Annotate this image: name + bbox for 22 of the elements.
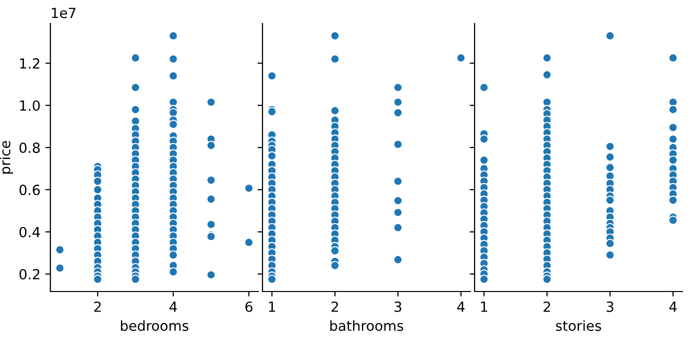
y-axis-title: price <box>0 141 14 174</box>
y-tick-label: 1.2 <box>20 58 40 68</box>
x-tick-label: 2 <box>94 301 101 312</box>
x-tick-label: 4 <box>170 302 177 312</box>
x-tick-label: 1 <box>481 302 488 312</box>
y-tick-label: 0.2 <box>20 268 40 280</box>
y-tick-label: 0.4 <box>20 226 40 238</box>
x-tick-label: 4 <box>669 302 677 312</box>
text: 1e7 <box>52 8 76 18</box>
x-axis-title: bathrooms <box>330 320 404 331</box>
x-tick-label: 3 <box>606 301 614 312</box>
y-tick-label: 0.6 <box>20 184 40 196</box>
x-tick-label: 6 <box>245 301 252 312</box>
x-axis-title: bedrooms <box>120 320 188 331</box>
x-tick-label: 4 <box>457 302 465 312</box>
x-tick-label: 2 <box>332 301 338 312</box>
x-tick-label: 1 <box>269 302 276 312</box>
y-tick-label: 1.0 <box>20 100 40 111</box>
x-tick-label: 2 <box>544 301 550 312</box>
x-tick-label: 3 <box>394 301 402 312</box>
x-axis-title: stories <box>556 320 602 331</box>
y-tick-label: 0.8 <box>20 142 40 154</box>
